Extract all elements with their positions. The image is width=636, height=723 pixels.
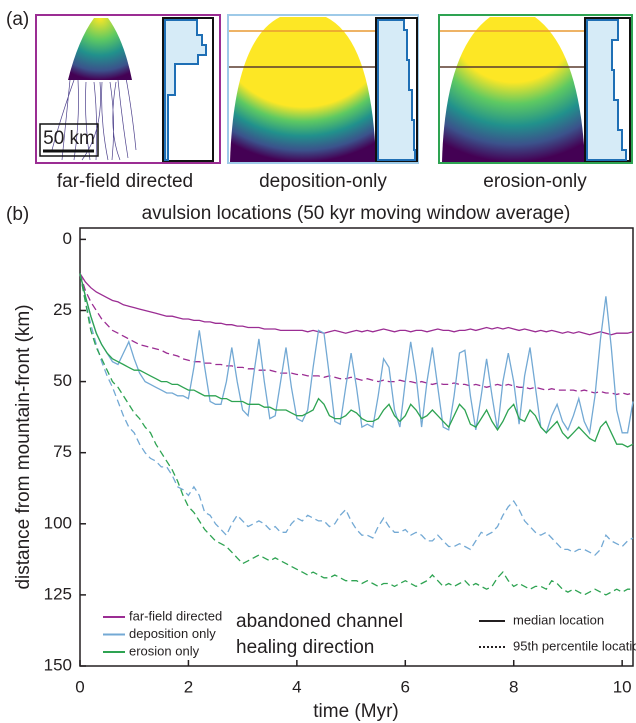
style-label: median location: [513, 612, 604, 627]
legend-title: abandoned channel: [236, 611, 403, 632]
panel-caption: erosion-only: [483, 171, 587, 192]
panel-deposition: [227, 14, 419, 164]
x-tick-label: 10: [613, 677, 632, 696]
legend-title: healing direction: [236, 637, 374, 658]
panel-far-field: 50 km: [35, 14, 221, 164]
y-tick-label: 150: [44, 655, 72, 674]
x-axis-label: time (Myr): [313, 701, 398, 722]
histogram: [377, 19, 416, 161]
y-axis-label: distance from mountain-front (km): [13, 304, 34, 589]
legend-label: far-field directed: [129, 608, 222, 623]
legend-label: erosion only: [129, 643, 200, 658]
scale-box: [39, 123, 99, 157]
fan: [230, 17, 376, 162]
x-tick-label: 4: [292, 677, 301, 696]
x-tick-label: 2: [184, 677, 193, 696]
histogram: [164, 19, 207, 161]
median-line: [79, 273, 634, 448]
y-tick-label: 100: [44, 513, 72, 532]
y-tick-label: 0: [63, 229, 72, 248]
x-tick-label: 8: [509, 677, 518, 696]
panel-label: (a): [6, 9, 29, 30]
scale-label: 50 km: [43, 128, 95, 149]
histogram: [586, 19, 627, 161]
chart-title: avulsion locations (50 kyr moving window…: [142, 203, 571, 224]
panel-caption: deposition-only: [259, 171, 387, 192]
panel-label: (b): [6, 204, 29, 225]
p95-line: [79, 273, 634, 396]
p95-line: [79, 273, 633, 596]
legend-label: deposition only: [129, 626, 216, 641]
y-tick-label: 125: [44, 584, 72, 603]
y-tick-label: 75: [53, 442, 72, 461]
median-line: [79, 273, 634, 436]
y-tick-label: 25: [53, 300, 72, 319]
y-tick-label: 50: [53, 371, 72, 390]
panel-erosion: [438, 14, 633, 164]
p95-line: [79, 273, 634, 556]
fan: [68, 18, 132, 80]
style-label: 95th percentile location: [513, 638, 636, 653]
fan: [442, 17, 585, 162]
x-tick-label: 0: [75, 677, 84, 696]
panel-caption: far-field directed: [57, 171, 193, 192]
median-line: [79, 273, 634, 336]
plot-frame: [79, 227, 634, 667]
x-tick-label: 6: [401, 677, 410, 696]
